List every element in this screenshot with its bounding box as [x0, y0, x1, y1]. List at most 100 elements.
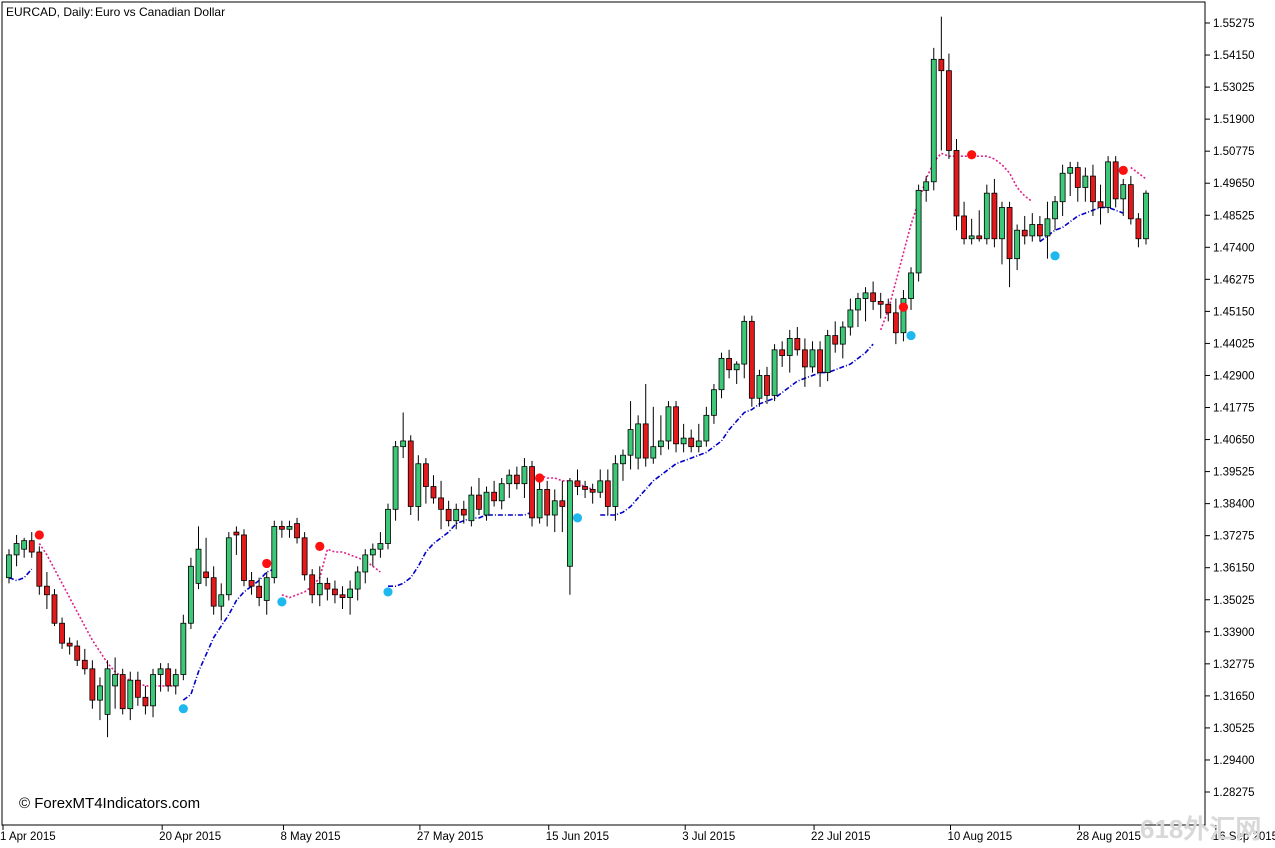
bull-candle — [286, 526, 293, 530]
bear-candle — [817, 349, 823, 374]
resistance-stop-line — [539, 474, 593, 491]
price-tick-label: 1.35025 — [1213, 595, 1255, 607]
bear-candle — [938, 58, 945, 72]
bear-candle — [802, 349, 808, 368]
bear-candle — [779, 349, 786, 356]
price-tick-label: 1.50775 — [1213, 146, 1255, 158]
bull-candle — [263, 577, 270, 601]
bull-candle — [756, 375, 763, 399]
chart-symbol-label: EURCAD, Daily: — [6, 5, 93, 19]
bear-candle — [748, 320, 755, 399]
bull-candle — [695, 440, 702, 448]
bear-candle — [59, 622, 65, 644]
bear-candle — [1112, 161, 1119, 200]
sell-signal-dot — [967, 150, 977, 160]
price-tick-label: 1.45150 — [1213, 306, 1255, 318]
bear-candle — [559, 500, 566, 507]
bull-candle — [362, 554, 369, 573]
bear-candle — [582, 486, 588, 490]
bear-candle — [513, 474, 520, 485]
bear-candle — [165, 668, 172, 687]
price-tick-label: 1.44025 — [1213, 338, 1255, 350]
corner-watermark: 618外汇网 — [1140, 814, 1261, 844]
bull-candle — [862, 292, 869, 299]
bear-candle — [89, 668, 96, 701]
bear-candle — [119, 674, 126, 710]
time-tick-label: 28 Aug 2015 — [1076, 831, 1141, 843]
bull-candle — [650, 446, 657, 459]
price-tick-label: 1.51900 — [1213, 114, 1255, 126]
bull-candle — [567, 480, 573, 567]
bear-candle — [301, 537, 308, 576]
bull-candle — [188, 565, 194, 624]
bull-candle — [195, 548, 202, 584]
bull-candle — [172, 674, 179, 687]
bear-candle — [953, 150, 960, 217]
bear-candle — [81, 659, 88, 670]
bull-candle — [771, 349, 778, 396]
bear-candle — [688, 437, 695, 448]
bear-candle — [1074, 167, 1081, 188]
bear-candle — [134, 679, 141, 698]
bull-candle — [392, 446, 399, 510]
bear-candle — [278, 526, 285, 530]
bull-candle — [620, 454, 626, 465]
bull-candle — [483, 491, 490, 516]
plot-frame — [1, 1, 1206, 826]
time-tick-label: 3 Jul 2015 — [682, 831, 735, 843]
sell-signal-dot — [34, 530, 44, 540]
price-tick-label: 1.28275 — [1213, 787, 1255, 799]
price-tick-label: 1.42900 — [1213, 370, 1255, 382]
bear-candle — [422, 463, 429, 487]
bull-candle — [847, 309, 854, 328]
bear-candle — [210, 577, 217, 607]
bear-candle — [332, 588, 338, 596]
chart-description-label: Euro vs Canadian Dollar — [95, 5, 225, 19]
bear-candle — [28, 540, 35, 553]
bear-candle — [892, 312, 899, 334]
bull-candle — [1120, 184, 1127, 200]
price-axis: 1.55275 1.54150 1.53025 1.51900 1.50775 1.496… — [1205, 18, 1255, 799]
bull-candle — [930, 58, 937, 183]
bull-candle — [657, 440, 664, 448]
bear-candle — [1127, 184, 1134, 220]
support-stop-line — [1039, 206, 1124, 243]
bear-candle — [460, 508, 467, 516]
bull-candle — [786, 338, 793, 356]
bear-candle — [445, 508, 452, 522]
bull-candle — [468, 494, 475, 522]
bull-candle — [112, 674, 119, 687]
support-stop-line — [8, 568, 33, 582]
bull-candle — [665, 406, 672, 442]
bull-candle — [1014, 229, 1021, 260]
bull-candle — [1105, 161, 1111, 208]
price-tick-label: 1.46275 — [1213, 274, 1255, 286]
bull-candle — [900, 298, 907, 334]
bull-candle — [150, 674, 156, 707]
watermark-text: © ForexMT4Indicators.com — [19, 795, 200, 812]
bull-candle — [21, 540, 28, 550]
bull-candle — [385, 508, 391, 544]
bull-candle — [1052, 201, 1058, 220]
buy-signal-dot — [383, 587, 393, 597]
bear-candle — [438, 497, 444, 510]
price-tick-label: 1.54150 — [1213, 50, 1255, 62]
bear-candle — [142, 696, 149, 707]
bear-candle — [870, 292, 877, 302]
bull-candle — [627, 429, 634, 456]
bear-candle — [430, 486, 437, 499]
bear-candle — [976, 235, 983, 240]
bull-candle — [1059, 172, 1066, 203]
bull-candle — [127, 679, 134, 710]
bull-candle — [680, 437, 687, 445]
bull-candle — [157, 668, 164, 675]
time-tick-label: 27 May 2015 — [417, 831, 484, 843]
buy-signal-dot — [178, 704, 188, 714]
bull-candle — [1067, 167, 1074, 174]
bear-candle — [877, 301, 884, 305]
bull-candle — [635, 423, 642, 459]
time-axis: 1 Apr 2015 20 Apr 2015 8 May 2015 27 May 20… — [0, 825, 1275, 843]
price-tick-label: 1.37275 — [1213, 531, 1255, 543]
bull-candle — [521, 466, 528, 485]
